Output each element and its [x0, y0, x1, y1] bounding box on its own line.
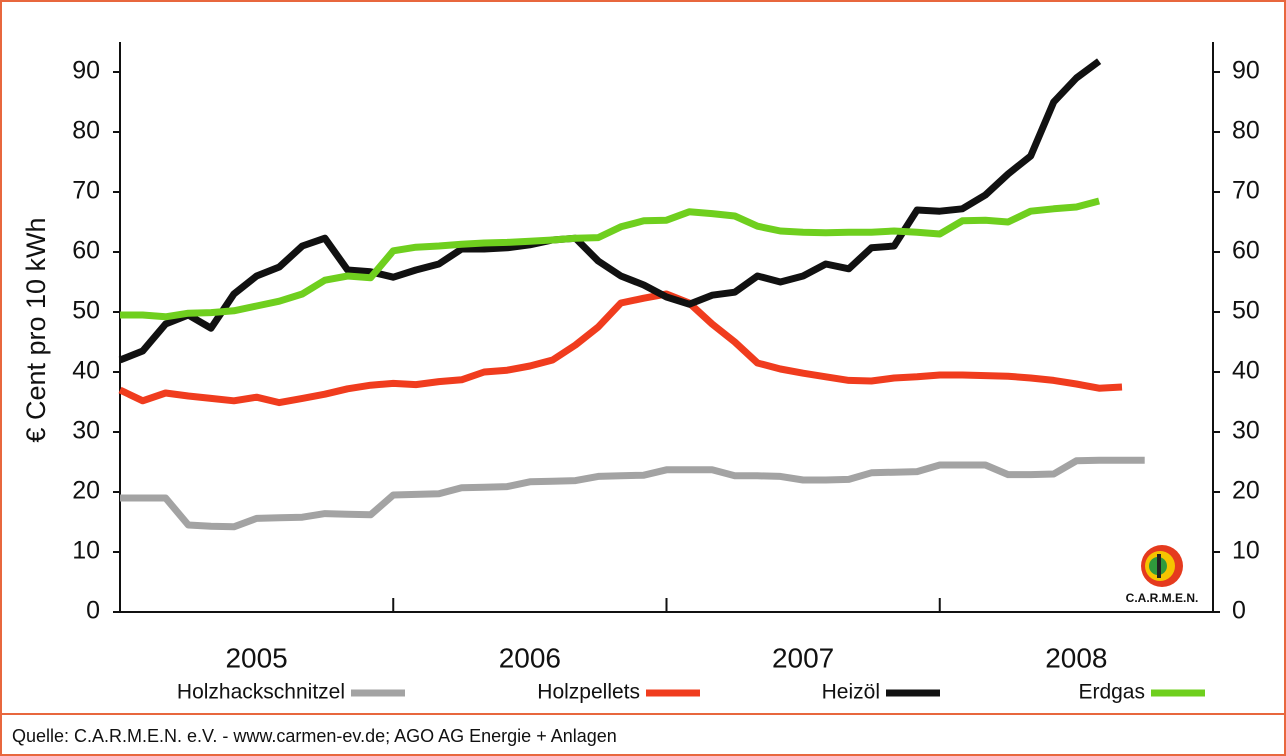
- y-tick-label: 90: [72, 57, 100, 85]
- legend-label: Holzhackschnitzel: [177, 681, 345, 704]
- y2-tick-label: 80: [1232, 117, 1260, 145]
- series-line: [120, 456, 1145, 531]
- y-tick-label: 50: [72, 297, 100, 325]
- y2-tick-label: 60: [1232, 237, 1260, 265]
- x-tick-label: 2008: [1045, 642, 1107, 673]
- logo: C.A.R.M.E.N.: [1126, 545, 1199, 605]
- x-tick-label: 2006: [499, 642, 561, 673]
- y-tick-label: 0: [86, 597, 100, 625]
- y-axis-label: € Cent pro 10 kWh: [21, 217, 51, 442]
- y2-tick-label: 40: [1232, 357, 1260, 385]
- y2-tick-label: 70: [1232, 177, 1260, 205]
- y-tick-label: 60: [72, 237, 100, 265]
- y2-tick-label: 30: [1232, 417, 1260, 445]
- x-tick-label: 2007: [772, 642, 834, 673]
- series-line: [118, 58, 1102, 364]
- legend-label: Erdgas: [1078, 681, 1145, 704]
- y-tick-label: 70: [72, 177, 100, 205]
- y2-tick-label: 10: [1232, 537, 1260, 565]
- legend-label: Heizöl: [822, 681, 880, 704]
- y2-tick-label: 50: [1232, 297, 1260, 325]
- source: Quelle: C.A.R.M.E.N. e.V. - www.carmen-e…: [12, 726, 617, 746]
- y2-tick-label: 90: [1232, 57, 1260, 85]
- y-tick-label: 80: [72, 117, 100, 145]
- series-line: [118, 290, 1123, 407]
- y-tick-label: 20: [72, 477, 100, 505]
- logo-text: C.A.R.M.E.N.: [1126, 591, 1199, 605]
- x-tick-label: 2005: [225, 642, 287, 673]
- y-tick-label: 30: [72, 417, 100, 445]
- y-tick-label: 10: [72, 537, 100, 565]
- y2-tick-label: 20: [1232, 477, 1260, 505]
- series-line: [120, 197, 1100, 321]
- y2-tick-label: 0: [1232, 597, 1246, 625]
- legend-label: Holzpellets: [537, 681, 640, 704]
- logo-bar: [1157, 554, 1161, 578]
- y-tick-label: 40: [72, 357, 100, 385]
